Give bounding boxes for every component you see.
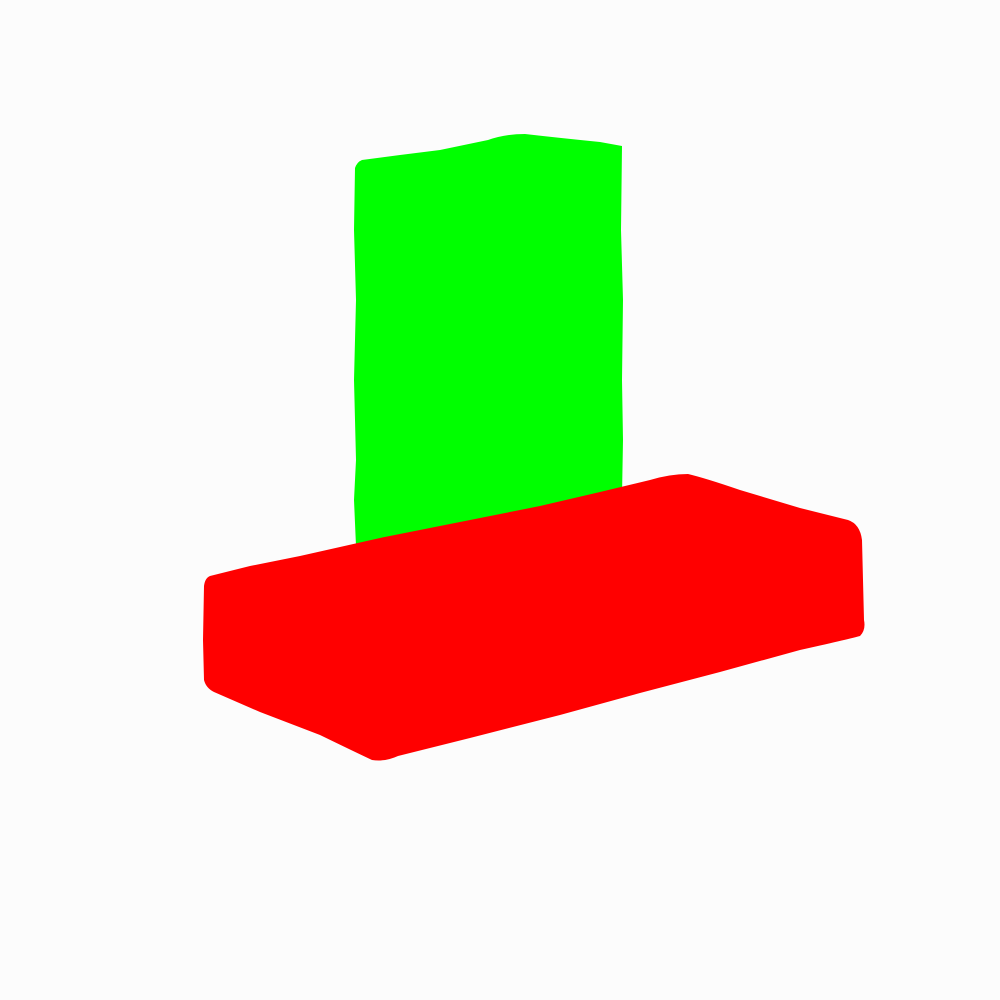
red-block (203, 474, 865, 761)
green-block (354, 134, 623, 546)
